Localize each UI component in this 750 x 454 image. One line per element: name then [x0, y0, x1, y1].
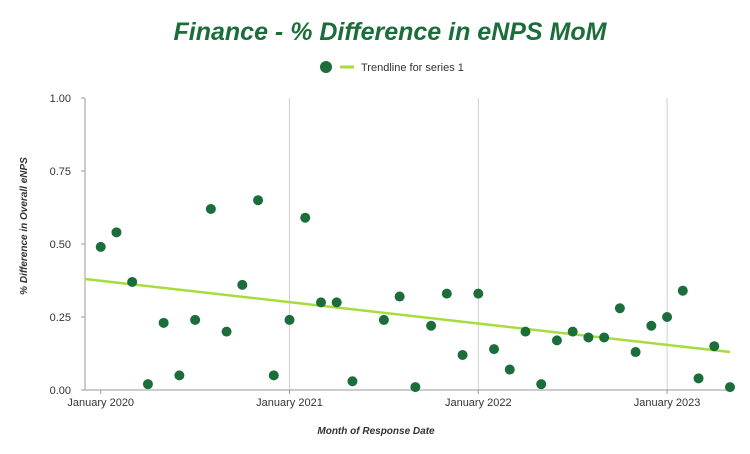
data-point: [300, 212, 311, 223]
data-point: [441, 288, 452, 299]
data-point: [205, 203, 216, 214]
data-point: [614, 303, 625, 314]
gridlines: [289, 98, 668, 390]
data-point: [284, 314, 295, 325]
y-tick-label: 0.00: [50, 385, 71, 397]
data-point: [709, 341, 720, 352]
trendline: [84, 277, 731, 354]
data-point: [347, 376, 358, 387]
data-point: [174, 370, 185, 381]
legend-marker-series-1: [320, 61, 332, 73]
data-point: [190, 314, 201, 325]
data-point: [315, 297, 326, 308]
data-point: [536, 379, 547, 390]
y-axis-title: % Difference in Overall eNPS: [19, 157, 30, 295]
data-point: [457, 349, 468, 360]
data-point: [237, 279, 248, 290]
data-point: [725, 382, 735, 393]
data-point: [630, 347, 641, 358]
x-axis-title: Month of Response Date: [317, 426, 435, 437]
data-point: [504, 364, 515, 375]
data-point: [331, 297, 342, 308]
data-point: [378, 314, 389, 325]
data-point: [111, 227, 122, 238]
data-point: [142, 379, 153, 390]
data-point: [95, 241, 106, 252]
y-tick-label: 0.25: [50, 312, 71, 324]
data-point: [662, 312, 673, 322]
data-point: [426, 320, 437, 331]
data-point: [583, 332, 594, 343]
y-tick-label: 0.50: [50, 239, 71, 251]
data-point: [410, 382, 421, 393]
chart-title: Finance - % Difference in eNPS MoM: [174, 18, 608, 46]
y-tick-label: 1.00: [50, 93, 71, 105]
y-axis-ticks: 0.00 0.25 0.50 0.75 1.00: [50, 93, 85, 397]
data-point: [268, 370, 279, 381]
data-point: [677, 285, 688, 296]
legend: Trendline for series 1: [320, 61, 464, 74]
data-point: [646, 320, 657, 331]
data-point: [253, 195, 264, 206]
data-point: [221, 326, 232, 337]
data-point: [551, 335, 562, 346]
data-point: [473, 288, 484, 299]
x-tick-label: January 2022: [445, 397, 512, 409]
data-points: [95, 195, 735, 393]
data-point: [567, 326, 578, 337]
legend-trendline-label: Trendline for series 1: [361, 62, 464, 74]
data-point: [599, 332, 610, 343]
data-point: [127, 276, 138, 287]
y-tick-label: 0.75: [50, 166, 71, 178]
x-tick-label: January 2020: [67, 397, 134, 409]
data-point: [693, 373, 704, 384]
data-point: [394, 291, 405, 302]
data-point: [520, 326, 531, 337]
data-point: [158, 317, 169, 328]
axes: [84, 98, 730, 391]
data-point: [489, 344, 500, 355]
x-tick-label: January 2023: [634, 397, 701, 409]
x-axis-ticks: January 2020 January 2021 January 2022 Janu…: [67, 390, 700, 409]
x-tick-label: January 2021: [256, 397, 323, 409]
